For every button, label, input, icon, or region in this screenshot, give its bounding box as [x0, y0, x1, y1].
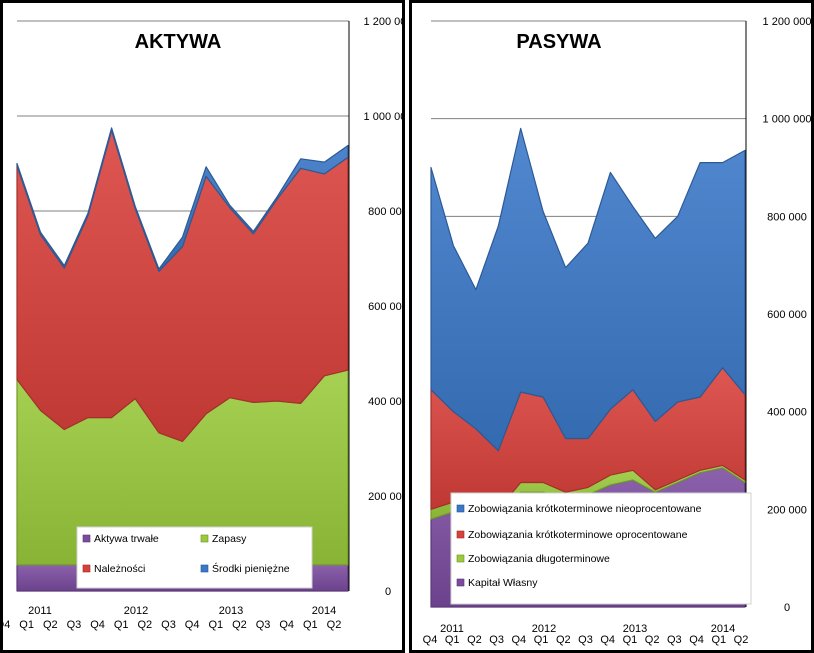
x-tick-label: Q2	[556, 634, 571, 646]
x-tick-label: Q1	[208, 619, 223, 631]
year-label: 2014	[312, 605, 336, 617]
legend-swatch	[82, 564, 91, 573]
area-należności	[16, 129, 349, 442]
pasywa-chart: 0 200 000 400 000 600 000 800 000 1 000 000 1 …	[423, 16, 812, 646]
aktywa-panel: 0 200 000 400 000 600 000 800 000 1 000 000 1 …	[0, 0, 405, 653]
legend-label: Zobowiązania krótkoterminowe oprocentowa…	[468, 529, 688, 541]
legend-label: Należności	[94, 563, 145, 575]
y-tick-label: 0	[385, 586, 391, 598]
x-tick-label: Q4	[689, 634, 704, 646]
x-tick-label: Q1	[114, 619, 129, 631]
legend-swatch	[456, 530, 465, 539]
legend-label: Zobowiązania krótkoterminowe nieoprocent…	[468, 503, 702, 515]
year-label: 2013	[623, 623, 647, 635]
x-tick-label: Q4	[600, 634, 615, 646]
x-tick-label: Q4	[3, 619, 10, 631]
y-tick-label: 200 000	[368, 491, 403, 503]
aktywa-chart: 0 200 000 400 000 600 000 800 000 1 000 000 1 …	[3, 16, 403, 631]
legend-label: Środki pieniężne	[212, 562, 290, 575]
x-tick-label: Q3	[161, 619, 176, 631]
x-tick-label: Q4	[279, 619, 294, 631]
legend-label: Kapitał Własny	[468, 577, 538, 589]
x-tick-label: Q3	[667, 634, 682, 646]
y-tick-label: 200 000	[767, 504, 807, 516]
x-tick-label: Q4	[185, 619, 200, 631]
x-tick-label: Q4	[423, 634, 438, 646]
x-tick-label: Q2	[43, 619, 58, 631]
x-tick-label: Q2	[138, 619, 153, 631]
x-tick-label: Q2	[734, 634, 749, 646]
pasywa-panel: 0 200 000 400 000 600 000 800 000 1 000 000 1 …	[409, 0, 814, 653]
chart-title: AKTYWA	[135, 31, 222, 53]
y-tick-label: 1 000 000	[763, 114, 812, 126]
year-label: 2012	[124, 605, 148, 617]
x-tick-label: Q4	[512, 634, 527, 646]
legend-label: Zapasy	[212, 533, 247, 545]
legend-swatch	[456, 504, 465, 513]
year-label: 2011	[28, 605, 52, 617]
x-tick-label: Q3	[578, 634, 593, 646]
legend-label: Zobowiązania długoterminowe	[468, 553, 610, 565]
y-tick-label: 800 000	[368, 206, 403, 218]
y-tick-label: 1 200 000	[364, 16, 403, 28]
x-tick-label: Q3	[67, 619, 82, 631]
x-tick-label: Q3	[256, 619, 271, 631]
x-tick-label: Q2	[467, 634, 482, 646]
y-tick-label: 400 000	[368, 396, 403, 408]
y-tick-label: 400 000	[767, 407, 807, 419]
area-środki-pieniężne	[16, 127, 349, 272]
x-tick-label: Q1	[445, 634, 460, 646]
y-tick-label: 1 200 000	[763, 16, 812, 28]
area-zobowiązania-krótkoterminowe-nieoprocentowane	[430, 127, 746, 452]
x-tick-label: Q1	[303, 619, 318, 631]
y-tick-label: 800 000	[767, 211, 807, 223]
x-tick-label: Q2	[327, 619, 342, 631]
year-label: 2014	[711, 623, 735, 635]
x-tick-label: Q3	[489, 634, 504, 646]
legend-swatch	[200, 534, 209, 543]
x-tick-label: Q1	[623, 634, 638, 646]
chart-title: PASYWA	[516, 31, 601, 53]
y-tick-label: 600 000	[368, 301, 403, 313]
x-tick-label: Q1	[711, 634, 726, 646]
x-tick-label: Q4	[90, 619, 105, 631]
x-tick-label: Q2	[232, 619, 247, 631]
legend-label: Aktywa trwałe	[94, 533, 159, 545]
year-label: 2012	[532, 623, 556, 635]
legend-box	[450, 492, 752, 605]
x-tick-label: Q1	[19, 619, 34, 631]
legend-box	[76, 526, 313, 589]
legend-swatch	[456, 554, 465, 563]
y-tick-label: 1 000 000	[364, 111, 403, 123]
legend-swatch	[82, 534, 91, 543]
year-label: 2011	[440, 623, 464, 635]
x-tick-label: Q2	[645, 634, 660, 646]
x-tick-label: Q1	[534, 634, 549, 646]
legend-swatch	[200, 564, 209, 573]
year-label: 2013	[219, 605, 243, 617]
y-tick-label: 0	[784, 602, 790, 614]
legend-swatch	[456, 578, 465, 587]
y-tick-label: 600 000	[767, 309, 807, 321]
